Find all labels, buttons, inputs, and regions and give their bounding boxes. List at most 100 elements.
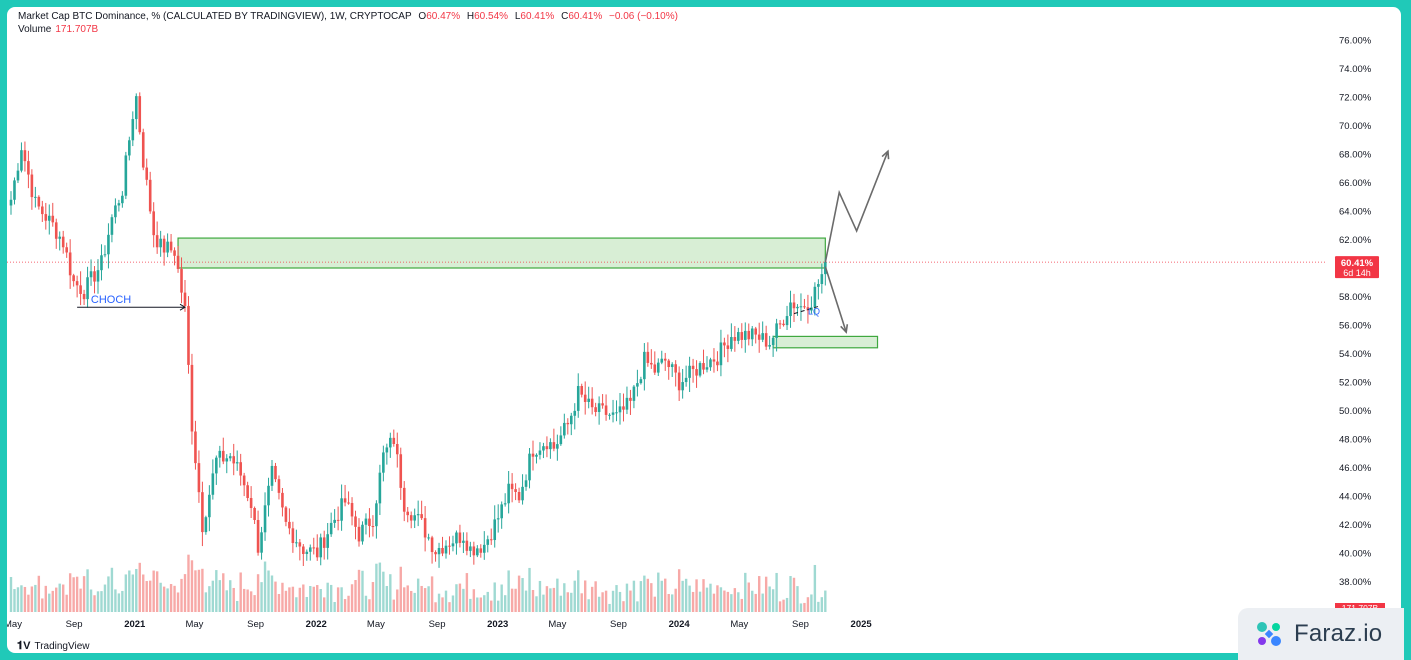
x-tick-label: 2021 bbox=[124, 619, 146, 630]
candle-body bbox=[493, 519, 497, 541]
candle-body bbox=[448, 545, 451, 547]
candle-body bbox=[152, 211, 155, 236]
volume-bar bbox=[698, 591, 702, 612]
volume-bar bbox=[730, 594, 733, 612]
candle-body bbox=[385, 447, 389, 453]
volume-bar bbox=[138, 562, 141, 612]
candle-body bbox=[350, 502, 354, 517]
volume-bar bbox=[302, 584, 305, 612]
candle-body bbox=[312, 547, 316, 549]
volume-bar bbox=[55, 587, 58, 612]
volume-bar bbox=[396, 589, 399, 612]
candle-body bbox=[444, 545, 448, 554]
candle-body bbox=[298, 542, 302, 547]
candle-body bbox=[145, 167, 149, 180]
candle-body bbox=[430, 537, 434, 553]
price-chart[interactable]: 76.00% 74.00% 72.00% 70.00% 68.00% 66.00% 64.0… bbox=[7, 7, 1401, 653]
candle-body bbox=[740, 332, 744, 340]
candle-body bbox=[503, 503, 507, 505]
candle-body bbox=[395, 444, 399, 455]
volume-bar bbox=[114, 589, 117, 612]
candle-body bbox=[496, 518, 500, 520]
candle-body bbox=[726, 345, 730, 349]
candle-body bbox=[667, 360, 671, 368]
candle-body bbox=[138, 96, 142, 133]
candle-body bbox=[632, 386, 636, 401]
volume-bar bbox=[761, 593, 764, 612]
candle-body bbox=[128, 140, 131, 156]
volume-bar bbox=[51, 590, 54, 612]
volume-bar bbox=[611, 590, 615, 612]
volume-bar bbox=[639, 581, 643, 612]
volume-bar bbox=[44, 585, 47, 612]
candle-body bbox=[340, 498, 343, 521]
volume-bar bbox=[13, 589, 16, 612]
candle-body bbox=[256, 519, 260, 553]
tradingview-watermark[interactable]: 𝟏V TradingView bbox=[17, 640, 89, 653]
volume-bar bbox=[124, 574, 128, 612]
volume-bar bbox=[810, 594, 813, 612]
candle-body bbox=[650, 362, 653, 365]
candle-body bbox=[270, 465, 274, 486]
candle-body bbox=[618, 406, 622, 413]
change-value: −0.06 (−0.10%) bbox=[609, 11, 678, 22]
volume-bar bbox=[256, 574, 260, 612]
volume-bar bbox=[552, 587, 556, 612]
volume-label: Volume bbox=[18, 24, 52, 35]
candle-body bbox=[58, 236, 62, 239]
candle-body bbox=[806, 307, 810, 311]
volume-bar bbox=[629, 590, 632, 612]
candle-body bbox=[354, 516, 357, 527]
candle-body bbox=[23, 150, 27, 162]
candle-body bbox=[89, 271, 93, 278]
volume-bar bbox=[528, 567, 531, 612]
volume-bar bbox=[333, 601, 336, 612]
candle-body bbox=[44, 214, 48, 221]
symbol-title[interactable]: Market Cap BTC Dominance, % (CALCULATED … bbox=[18, 11, 412, 22]
x-tick-label: May bbox=[7, 619, 22, 630]
candle-body bbox=[315, 547, 319, 558]
chart-header: Market Cap BTC Dominance, % (CALCULATED … bbox=[18, 11, 678, 22]
x-tick-label: Sep bbox=[429, 619, 446, 630]
candle-body bbox=[378, 472, 382, 504]
volume-bar bbox=[416, 578, 420, 612]
candle-body bbox=[295, 542, 298, 544]
volume-bar bbox=[785, 597, 789, 612]
candle-body bbox=[462, 540, 465, 543]
y-tick-label: 40.00% bbox=[1339, 549, 1372, 560]
volume-bar bbox=[751, 590, 754, 612]
volume-bar bbox=[549, 588, 552, 612]
x-tick-label: 2023 bbox=[487, 619, 508, 630]
x-tick-label: Sep bbox=[792, 619, 809, 630]
volume-bar bbox=[152, 570, 155, 612]
volume-bar bbox=[754, 593, 757, 612]
candle-body bbox=[392, 437, 396, 445]
candle-body bbox=[643, 351, 646, 380]
volume-bar bbox=[180, 578, 183, 612]
volume-bar bbox=[27, 594, 30, 612]
volume-bar bbox=[155, 571, 159, 612]
candle-body bbox=[517, 491, 521, 501]
candle-body bbox=[260, 532, 263, 553]
volume-bar bbox=[284, 590, 288, 612]
volume-bar bbox=[764, 576, 768, 612]
volume-bar bbox=[792, 577, 796, 612]
volume-bar bbox=[347, 595, 350, 612]
candle-body bbox=[583, 394, 587, 402]
candle-body bbox=[639, 379, 643, 384]
volume-bar bbox=[305, 596, 308, 612]
volume-bar bbox=[806, 597, 810, 612]
volume-bar bbox=[524, 590, 528, 612]
volume-bar bbox=[385, 586, 389, 612]
volume-bar bbox=[41, 598, 44, 612]
volume-bar bbox=[615, 585, 618, 612]
candle-body bbox=[190, 364, 194, 432]
candle-body bbox=[472, 546, 476, 556]
volume-bar bbox=[618, 591, 622, 612]
faraz-brand-badge[interactable]: Faraz.io bbox=[1238, 608, 1404, 660]
volume-bar bbox=[392, 599, 395, 612]
volume-bar bbox=[201, 568, 204, 612]
volume-bar bbox=[622, 601, 625, 612]
candle-body bbox=[709, 359, 712, 368]
volume-bar bbox=[403, 587, 406, 612]
